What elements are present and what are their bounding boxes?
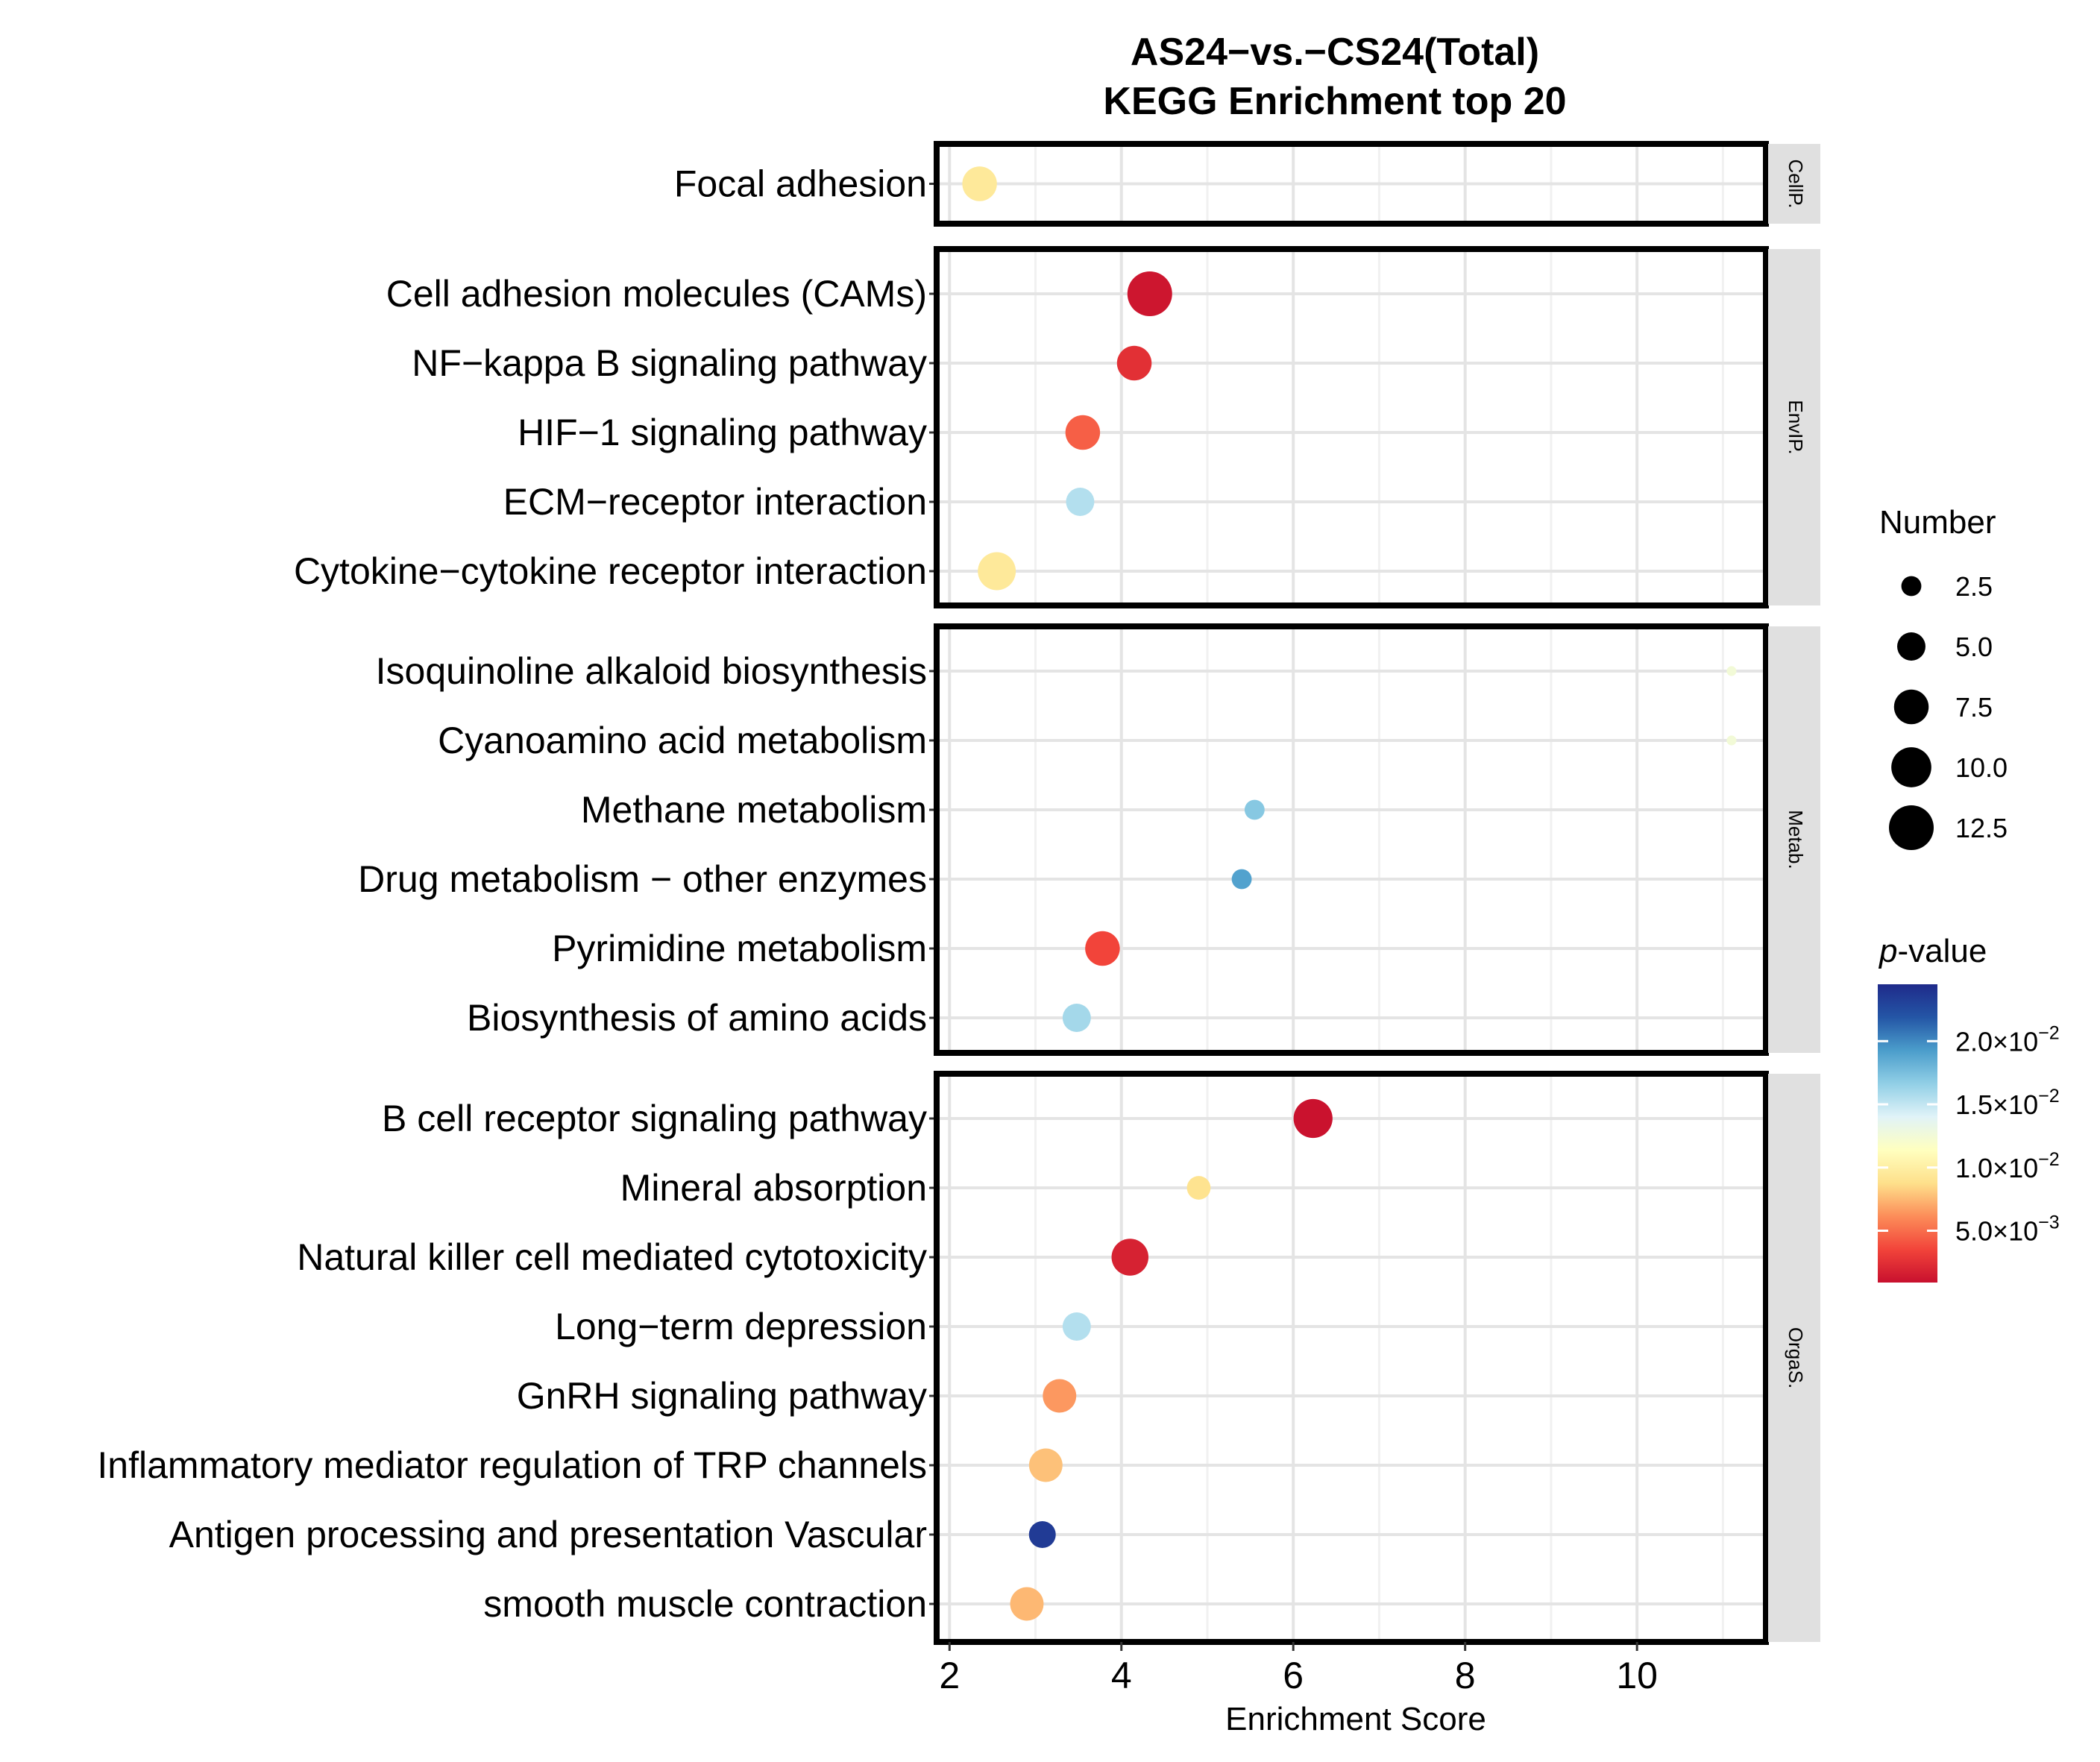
row-label: Isoquinoline alkaloid biosynthesis: [376, 650, 927, 692]
data-point: [1186, 1176, 1211, 1200]
x-axis-title: Enrichment Score: [1225, 1701, 1486, 1737]
colorbar-tick-label: 1.0×10−2: [1955, 1149, 2060, 1183]
row-label: B cell receptor signaling pathway: [382, 1098, 927, 1139]
row-label: Long−term depression: [555, 1306, 927, 1347]
row-label: Drug metabolism − other enzymes: [358, 858, 927, 900]
data-point: [1726, 666, 1737, 676]
data-point: [1111, 1239, 1149, 1276]
color-legend: p-value 2.0×10−2 1.5×10−2 1.0×10−2 5.0×10−3: [1878, 933, 2060, 1283]
facet-panel-cellp: Focal adhesion CellP.: [674, 141, 1820, 227]
row-label: Inflammatory mediator regulation of TRP …: [97, 1444, 927, 1486]
row-label: Cytokine−cytokine receptor interaction: [294, 550, 927, 592]
facet-strip-label: CellP.: [1785, 159, 1807, 208]
title-line-2: KEGG Enrichment top 20: [1103, 80, 1566, 123]
row-label: smooth muscle contraction: [483, 1583, 927, 1625]
size-legend-dot: [1893, 689, 1929, 725]
row-label: Biosynthesis of amino acids: [467, 997, 927, 1039]
data-point: [978, 552, 1016, 591]
data-point: [1043, 1379, 1077, 1413]
facet-panel-metab: Isoquinoline alkaloid biosynthesis Cyanoa…: [358, 623, 1820, 1056]
row-label: Pyrimidine metabolism: [552, 928, 927, 969]
panel-background: [937, 249, 1766, 605]
facet-strip: [1768, 144, 1820, 224]
data-point: [1062, 1312, 1091, 1341]
x-axis: Enrichment Score 2 4 6 8 10: [939, 1642, 1658, 1737]
facet-strip: [1768, 1074, 1820, 1642]
row-label: Antigen processing and presentation Vasc…: [169, 1514, 927, 1555]
data-point: [1066, 488, 1095, 516]
facet-strip-label: OrgaS.: [1785, 1327, 1807, 1388]
data-point: [1127, 271, 1172, 316]
title-line-1: AS24−vs.−CS24(Total): [1131, 31, 1539, 74]
size-legend-label: 2.5: [1955, 571, 1993, 602]
x-tick-label: 8: [1455, 1655, 1476, 1696]
panel-border: [934, 246, 1769, 608]
colorbar-tick-label: 1.5×10−2: [1955, 1086, 2060, 1120]
data-point: [1065, 415, 1101, 450]
size-legend-label: 10.0: [1955, 752, 2008, 783]
facet-strip-label: Metab.: [1785, 810, 1807, 869]
row-label: Focal adhesion: [674, 163, 927, 205]
panel-border: [934, 623, 1769, 1056]
row-label: Cell adhesion molecules (CAMs): [386, 273, 927, 315]
size-legend-label: 12.5: [1955, 813, 2008, 843]
panel-border: [934, 1071, 1769, 1645]
size-legend-label: 5.0: [1955, 632, 1993, 662]
facet-strip: [1768, 249, 1820, 605]
data-point: [962, 166, 997, 201]
facet-panel-orgas: B cell receptor signaling pathway Mineral…: [97, 1071, 1820, 1645]
data-point: [1010, 1587, 1044, 1621]
x-tick-label: 2: [939, 1655, 960, 1696]
row-label: Cyanoamino acid metabolism: [438, 720, 927, 761]
data-point: [1293, 1098, 1333, 1139]
colorbar-tick-label: 5.0×10−3: [1955, 1212, 2060, 1247]
size-legend-dot: [1891, 747, 1931, 787]
panel-background: [937, 1074, 1766, 1642]
data-point: [1244, 799, 1265, 820]
data-point: [1062, 1004, 1091, 1032]
size-legend-label: 7.5: [1955, 692, 1993, 723]
data-point: [1028, 1521, 1056, 1548]
data-point: [1116, 345, 1152, 381]
color-legend-title: p-value: [1878, 933, 1987, 969]
p-value-colorbar: [1878, 984, 1937, 1283]
row-label: Mineral absorption: [620, 1167, 927, 1209]
data-point: [1028, 1448, 1063, 1482]
colorbar-tick-label: 2.0×10−2: [1955, 1022, 2060, 1057]
size-legend-title: Number: [1879, 504, 1996, 541]
facet-panels: Focal adhesion CellP. Cell adhesion molecu…: [97, 141, 1820, 1645]
row-label: GnRH signaling pathway: [517, 1375, 927, 1417]
chart-title: AS24−vs.−CS24(Total) KEGG Enrichment top…: [1103, 31, 1566, 123]
size-legend-dot: [1897, 632, 1925, 661]
size-legend-dot: [1889, 805, 1934, 850]
row-label: ECM−receptor interaction: [503, 481, 927, 523]
panel-border: [934, 141, 1769, 227]
row-label: HIF−1 signaling pathway: [518, 412, 927, 453]
data-point: [1085, 931, 1120, 966]
facet-panel-envip: Cell adhesion molecules (CAMs) NF−kappa B…: [294, 246, 1820, 608]
row-label: NF−kappa B signaling pathway: [412, 342, 927, 384]
row-label: Methane metabolism: [581, 789, 927, 831]
data-point: [1726, 735, 1737, 746]
row-label: Natural killer cell mediated cytotoxicit…: [297, 1236, 927, 1278]
size-legend-dot: [1901, 576, 1922, 597]
size-legend: Number 2.5 5.0 7.5 10.0 12.5: [1879, 504, 2008, 850]
data-point: [1231, 869, 1252, 890]
facet-strip: [1768, 626, 1820, 1053]
x-tick-label: 6: [1283, 1655, 1304, 1696]
x-tick-label: 4: [1111, 1655, 1132, 1696]
panel-background: [937, 626, 1766, 1053]
facet-strip-label: EnvIP.: [1785, 400, 1807, 454]
x-tick-label: 10: [1616, 1655, 1658, 1696]
